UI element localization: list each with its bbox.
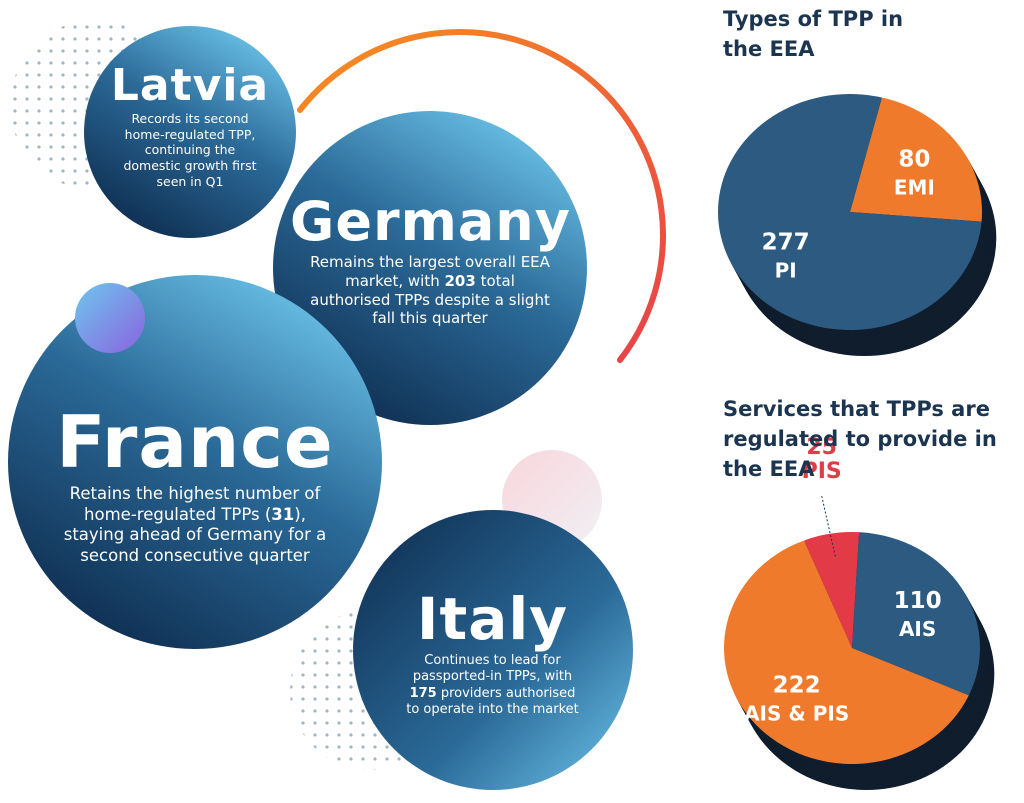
highlight-number: 31 bbox=[271, 504, 295, 524]
highlight: Italy Continues to lead for passported-in… bbox=[385, 585, 600, 718]
country-name: France bbox=[56, 400, 334, 484]
highlight-number: 203 bbox=[444, 271, 476, 290]
highlight-number: 175 bbox=[409, 685, 437, 701]
data-label: 110 bbox=[894, 588, 942, 614]
description: Retains the highest number of home-regul… bbox=[60, 484, 330, 567]
decor-circle bbox=[75, 283, 145, 353]
chart-title: Services that TPPs are regulated to prov… bbox=[723, 397, 997, 481]
data-label: 222 bbox=[773, 672, 821, 698]
decor-arc bbox=[297, 29, 666, 363]
category-label: EMI bbox=[894, 176, 935, 200]
category-label: PIS bbox=[802, 459, 842, 484]
pie-slice bbox=[724, 540, 969, 764]
description-text: ), staying ahead of Germany for a second… bbox=[63, 504, 327, 565]
data-label: 277 bbox=[762, 229, 810, 255]
description: Remains the largest overall EEA market, … bbox=[310, 253, 550, 328]
description-text: Retains the highest number of home-regul… bbox=[69, 484, 321, 524]
description: Records its second home-regulated TPP, c… bbox=[115, 111, 265, 189]
data-label: 25 bbox=[806, 435, 837, 460]
bubble-germany bbox=[273, 111, 587, 425]
bubble-italy bbox=[353, 510, 633, 790]
country-name: Latvia bbox=[110, 60, 270, 111]
highlight: France Retains the highest number of home… bbox=[35, 400, 355, 567]
description-text: Continues to lead for passported-in TPPs… bbox=[412, 653, 573, 685]
category-label: AIS bbox=[899, 617, 936, 641]
category-label: AIS & PIS bbox=[744, 701, 849, 725]
chart-title: Types of TPP in the EEA bbox=[723, 7, 904, 61]
bubble-latvia bbox=[84, 26, 296, 238]
data-label: 80 bbox=[898, 147, 930, 173]
category-label: PI bbox=[775, 258, 797, 282]
country-name: Germany bbox=[290, 190, 571, 253]
description-text: Remains the largest overall EEA market, … bbox=[310, 253, 550, 290]
pie-slice bbox=[850, 97, 982, 222]
country-name: Italy bbox=[416, 585, 569, 653]
pie-slice bbox=[718, 94, 982, 330]
pie-slice bbox=[852, 532, 981, 696]
description: Continues to lead for passported-in TPPs… bbox=[403, 653, 583, 718]
pie-slice bbox=[804, 532, 860, 648]
bubble-france bbox=[8, 275, 382, 649]
highlight: Germany Remains the largest overall EEA m… bbox=[290, 190, 570, 328]
description-text: Records its second home-regulated TPP, c… bbox=[123, 111, 257, 189]
highlight: Latvia Records its second home-regulated … bbox=[90, 60, 290, 189]
description-text: providers authorised to operate into the… bbox=[406, 685, 579, 717]
description-text: total authorised TPPs despite a slight f… bbox=[310, 271, 550, 328]
